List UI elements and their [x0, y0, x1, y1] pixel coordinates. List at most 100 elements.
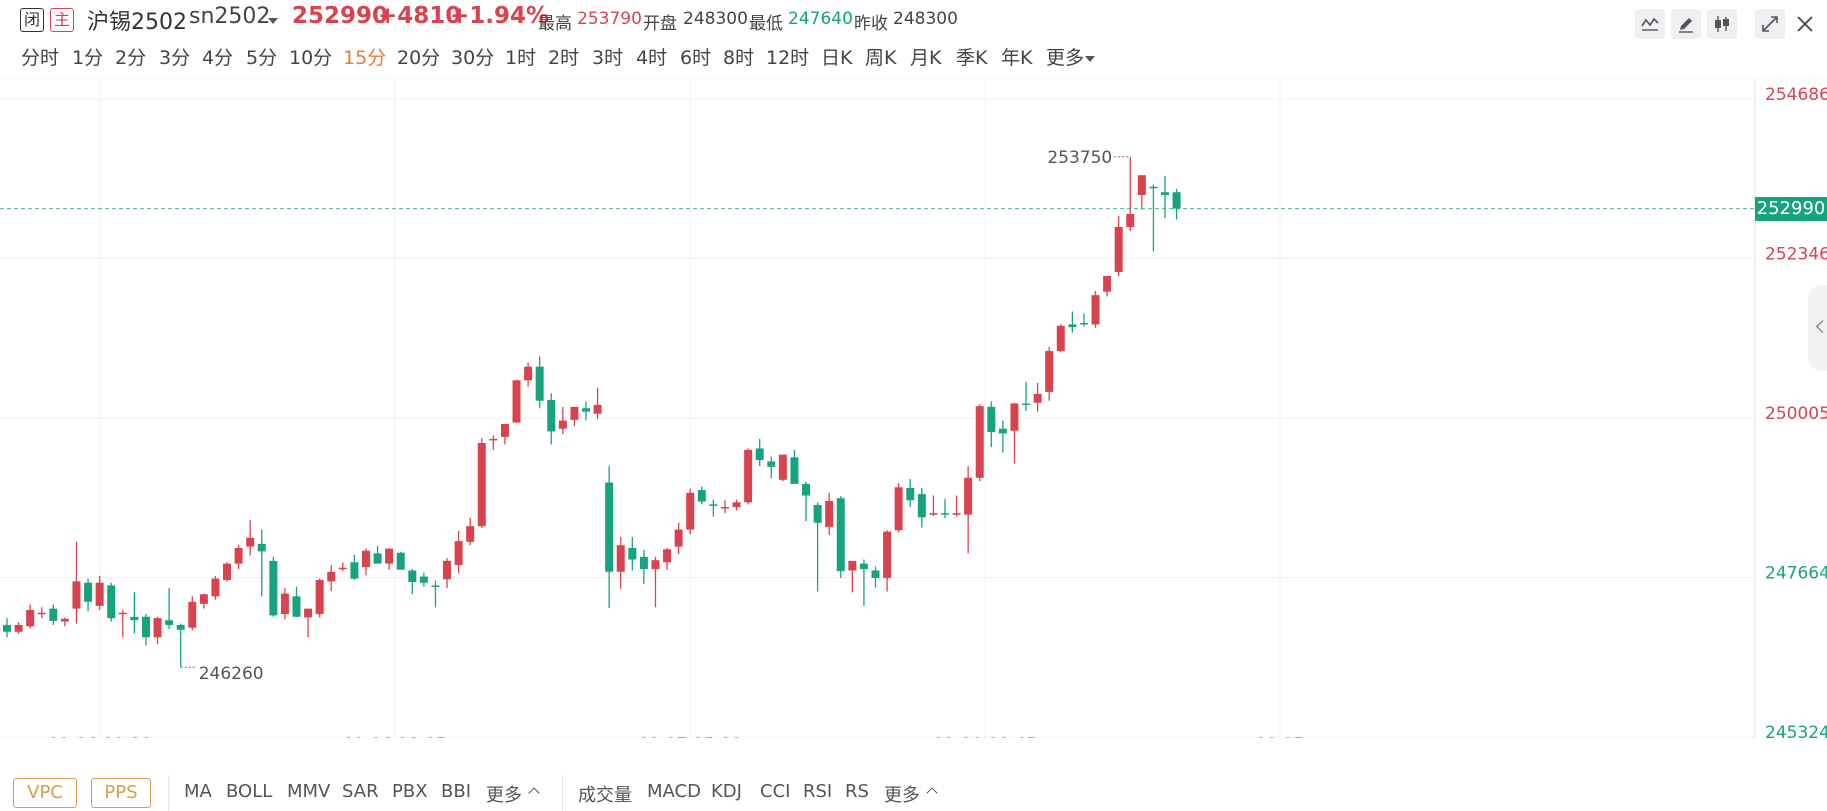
caret-up-icon[interactable] — [926, 787, 938, 799]
period-tab[interactable]: 4时 — [636, 47, 668, 69]
candle-body — [130, 616, 139, 621]
period-tab[interactable]: 6时 — [680, 47, 712, 69]
candle-body — [234, 547, 243, 564]
candle-body — [1056, 325, 1065, 352]
instrument-name[interactable]: 沪锡2502 — [87, 10, 187, 35]
indicator-pbx[interactable]: PBX — [392, 781, 428, 802]
candle-body — [558, 420, 567, 429]
indicator-rsi[interactable]: RSI — [803, 781, 833, 802]
candle-body — [686, 492, 695, 530]
indicator-kdj[interactable]: KDJ — [711, 781, 742, 802]
closed-badge: 闭 — [20, 8, 44, 32]
vpc-toggle[interactable]: VPC — [13, 778, 77, 808]
caret-down-icon[interactable] — [1085, 56, 1095, 62]
price-axis-label: 254686 — [1765, 85, 1827, 105]
period-tab[interactable]: 20分 — [397, 47, 441, 69]
close-icon[interactable] — [1790, 9, 1820, 39]
period-tab[interactable]: 5分 — [246, 47, 278, 69]
candle-body — [524, 366, 533, 381]
period-tab[interactable]: 年K — [1001, 47, 1033, 69]
period-selector: 分时 1分 2分 3分 4分 5分 10分 15分 20分 30分 1时 2时 … — [0, 40, 1200, 70]
indicator-ma[interactable]: MA — [184, 781, 212, 802]
price-axis-label: 245324 — [1765, 723, 1827, 738]
candle-body — [778, 454, 787, 480]
candle-body — [1137, 175, 1146, 195]
period-tab[interactable]: 12时 — [766, 47, 810, 69]
candle-body — [361, 550, 370, 568]
candle-body — [720, 507, 729, 509]
main-indicators-more[interactable]: 更多 — [486, 785, 522, 806]
candle-body — [95, 582, 104, 606]
candle-body — [1172, 192, 1181, 209]
chart-canvas[interactable]: 253750 246260 254686 252346 250005 247664 2453… — [0, 77, 1827, 755]
period-tab[interactable]: 2分 — [115, 47, 147, 69]
candle-body — [223, 563, 232, 580]
indicator-bar: VPC PPS MA BOLL MMV SAR PBX BBI 更多 成交量 M… — [0, 775, 1827, 811]
period-tab[interactable]: 4分 — [202, 47, 234, 69]
high-value: 253790 — [577, 9, 642, 29]
period-tab[interactable]: 周K — [865, 47, 897, 69]
period-tab[interactable]: 1分 — [72, 47, 104, 69]
period-tab[interactable]: 30分 — [451, 47, 495, 69]
candle-body — [651, 560, 660, 570]
candle-body — [14, 624, 23, 632]
period-tab[interactable]: 1时 — [505, 47, 537, 69]
price-axis-label: 247664 — [1765, 564, 1827, 584]
indicator-cci[interactable]: CCI — [760, 781, 791, 802]
period-tab[interactable]: 分时 — [21, 47, 60, 69]
candle-body — [257, 543, 266, 552]
candle-body — [582, 408, 590, 412]
indicator-bbi[interactable]: BBI — [441, 781, 472, 802]
candle-body — [211, 578, 220, 597]
candle-body — [906, 487, 915, 501]
indicator-mmv[interactable]: MMV — [287, 781, 331, 802]
candle-body — [304, 608, 313, 618]
side-panel-toggle[interactable] — [1808, 285, 1827, 371]
expand-icon[interactable] — [1755, 9, 1785, 39]
candle-body — [744, 449, 753, 503]
candle-body — [917, 494, 926, 518]
sub-indicators-more[interactable]: 更多 — [884, 785, 920, 806]
period-tab[interactable]: 8时 — [723, 47, 755, 69]
candle-body — [1161, 192, 1169, 195]
indicator-volume[interactable]: 成交量 — [578, 785, 632, 806]
period-tab[interactable]: 3分 — [159, 47, 191, 69]
candlestick-chart[interactable]: 253750 246260 254686 252346 250005 247664 2453… — [0, 77, 1827, 755]
candle-settings-icon[interactable] — [1707, 9, 1737, 39]
period-tab[interactable]: 2时 — [548, 47, 580, 69]
candle-body — [639, 556, 648, 570]
candle-body — [998, 428, 1007, 434]
time-axis-label: 00:15 — [1256, 735, 1305, 738]
candle-body — [535, 366, 544, 401]
divider — [562, 775, 563, 811]
candle-body — [1079, 323, 1088, 325]
period-tab[interactable]: 10分 — [289, 47, 333, 69]
candle-body — [327, 571, 336, 582]
indicator-sar[interactable]: SAR — [342, 781, 379, 802]
indicator-rs[interactable]: RS — [845, 781, 869, 802]
indicator-macd[interactable]: MACD — [647, 781, 701, 802]
pen-icon[interactable] — [1671, 9, 1701, 39]
candle-body — [3, 624, 11, 632]
candle-body — [60, 618, 69, 622]
chevron-down-icon[interactable] — [268, 18, 278, 24]
candle-body — [165, 620, 174, 625]
instrument-code[interactable]: sn2502 — [189, 4, 271, 29]
candle-body — [802, 483, 811, 496]
period-tab[interactable]: 3时 — [592, 47, 624, 69]
low-annotation: 246260 — [199, 664, 264, 684]
period-more[interactable]: 更多 — [1046, 47, 1085, 69]
period-tab[interactable]: 季K — [956, 47, 988, 69]
candle-body — [466, 526, 475, 542]
period-tab[interactable]: 月K — [910, 47, 942, 69]
time-axis-label: 01-20 10:45 — [933, 735, 1037, 738]
last-price: 252990 — [292, 3, 389, 29]
indicator-boll[interactable]: BOLL — [226, 781, 273, 802]
period-tab-active[interactable]: 15分 — [343, 47, 387, 69]
caret-up-icon[interactable] — [528, 787, 540, 799]
candle-body — [269, 560, 278, 616]
pps-toggle[interactable]: PPS — [91, 778, 151, 808]
period-tab[interactable]: 日K — [821, 47, 853, 69]
candle-body — [929, 513, 938, 515]
line-draw-icon[interactable] — [1635, 9, 1665, 39]
